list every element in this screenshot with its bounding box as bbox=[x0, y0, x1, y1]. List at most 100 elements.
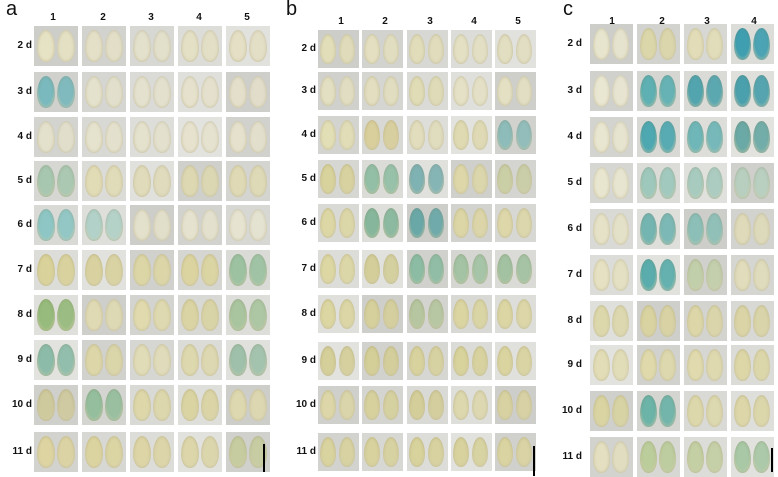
leaf-left bbox=[181, 436, 199, 468]
column-label-a-1: 1 bbox=[50, 12, 56, 23]
leaf-tile-a-r5-c1 bbox=[34, 205, 78, 245]
leaf-right bbox=[472, 299, 488, 329]
leaf-tile-a-r1-c2 bbox=[82, 26, 126, 66]
leaf-left bbox=[687, 349, 704, 381]
row-label-b-4: 5 d bbox=[301, 173, 316, 184]
leaf-right bbox=[706, 441, 723, 473]
leaf-tile-c-r6-c2 bbox=[637, 255, 680, 295]
leaf-right bbox=[516, 299, 532, 329]
leaf-tile-c-r5-c1 bbox=[590, 209, 633, 249]
row-label-a-4: 5 d bbox=[17, 175, 32, 186]
leaf-tile-c-r9-c3 bbox=[684, 391, 727, 431]
leaf-tile-b-r7-c3 bbox=[407, 295, 448, 333]
leaf-right bbox=[105, 165, 123, 197]
leaf-right bbox=[659, 213, 676, 245]
leaf-tile-a-r9-c4 bbox=[178, 385, 222, 425]
leaf-right bbox=[659, 441, 676, 473]
leaf-right bbox=[383, 76, 399, 106]
row-label-b-9: 10 d bbox=[295, 399, 316, 410]
leaf-left bbox=[133, 254, 151, 286]
leaf-tile-a-r7-c5 bbox=[226, 295, 270, 335]
column-label-a-5: 5 bbox=[244, 12, 250, 23]
leaf-right bbox=[472, 437, 488, 467]
leaf-left bbox=[133, 76, 151, 108]
leaf-right bbox=[339, 208, 355, 238]
leaf-left bbox=[687, 75, 704, 107]
leaf-tile-a-r3-c4 bbox=[178, 117, 222, 157]
leaf-right bbox=[472, 34, 488, 64]
leaf-tile-a-r7-c1 bbox=[34, 295, 78, 335]
leaf-right bbox=[659, 395, 676, 427]
leaf-tile-c-r10-c1 bbox=[590, 437, 633, 477]
leaf-left bbox=[734, 395, 751, 427]
leaf-right bbox=[105, 299, 123, 331]
leaf-left bbox=[497, 34, 513, 64]
leaf-tile-b-r3-c3 bbox=[407, 116, 448, 154]
leaf-tile-c-r9-c4 bbox=[731, 391, 774, 431]
leaf-right bbox=[659, 305, 676, 337]
leaf-left bbox=[409, 208, 425, 238]
leaf-left bbox=[320, 390, 336, 420]
leaf-left bbox=[409, 390, 425, 420]
row-label-c-1: 2 d bbox=[567, 38, 582, 49]
row-label-a-3: 4 d bbox=[17, 131, 32, 142]
leaf-tile-c-r3-c4 bbox=[731, 117, 774, 157]
leaf-left bbox=[320, 76, 336, 106]
row-label-c-10: 11 d bbox=[562, 451, 582, 462]
leaf-tile-b-r4-c3 bbox=[407, 160, 448, 198]
leaf-tile-a-r5-c4 bbox=[178, 205, 222, 245]
leaf-left bbox=[687, 28, 704, 60]
column-label-b-5: 5 bbox=[515, 16, 521, 27]
leaf-left bbox=[409, 120, 425, 150]
leaf-left bbox=[37, 30, 55, 62]
leaf-left bbox=[640, 305, 657, 337]
leaf-left bbox=[453, 346, 469, 376]
leaf-right bbox=[753, 349, 770, 381]
leaf-right bbox=[383, 208, 399, 238]
leaf-tile-b-r9-c3 bbox=[407, 386, 448, 424]
leaf-tile-c-r7-c1 bbox=[590, 301, 633, 341]
leaf-right bbox=[428, 34, 444, 64]
leaf-right bbox=[516, 164, 532, 194]
leaf-right bbox=[249, 389, 267, 421]
leaf-left bbox=[37, 436, 55, 468]
leaf-tile-c-r10-c4 bbox=[731, 437, 774, 477]
leaf-tile-a-r2-c2 bbox=[82, 72, 126, 112]
leaf-left bbox=[497, 208, 513, 238]
leaf-tile-a-r10-c5 bbox=[226, 432, 270, 472]
leaf-left bbox=[37, 299, 55, 331]
leaf-right bbox=[201, 344, 219, 376]
leaf-tile-a-r10-c3 bbox=[130, 432, 174, 472]
column-label-a-4: 4 bbox=[196, 12, 202, 23]
leaf-right bbox=[153, 389, 171, 421]
leaf-tile-a-r8-c1 bbox=[34, 340, 78, 380]
leaf-left bbox=[37, 165, 55, 197]
leaf-tile-c-r2-c4 bbox=[731, 71, 774, 111]
leaf-right bbox=[428, 299, 444, 329]
leaf-tile-a-r10-c4 bbox=[178, 432, 222, 472]
leaf-right bbox=[105, 389, 123, 421]
leaf-left bbox=[85, 389, 103, 421]
leaf-left bbox=[37, 254, 55, 286]
row-label-c-4: 5 d bbox=[567, 177, 582, 188]
leaf-tile-c-r1-c4 bbox=[731, 24, 774, 64]
leaf-left bbox=[133, 436, 151, 468]
leaf-right bbox=[706, 213, 723, 245]
leaf-left bbox=[229, 344, 247, 376]
leaf-right bbox=[428, 254, 444, 284]
leaf-left bbox=[229, 209, 247, 241]
leaf-right bbox=[153, 254, 171, 286]
leaf-left bbox=[409, 346, 425, 376]
leaf-right bbox=[612, 167, 629, 199]
leaf-left bbox=[364, 120, 380, 150]
leaf-tile-a-r3-c1 bbox=[34, 117, 78, 157]
leaf-tile-b-r8-c1 bbox=[318, 342, 359, 380]
leaf-right bbox=[516, 390, 532, 420]
leaf-tile-a-r3-c3 bbox=[130, 117, 174, 157]
leaf-tile-a-r6-c4 bbox=[178, 250, 222, 290]
column-label-c-3: 3 bbox=[704, 16, 710, 27]
leaf-left bbox=[593, 259, 610, 291]
leaf-tile-b-r4-c2 bbox=[362, 160, 403, 198]
leaf-right bbox=[339, 437, 355, 467]
leaf-right bbox=[706, 349, 723, 381]
